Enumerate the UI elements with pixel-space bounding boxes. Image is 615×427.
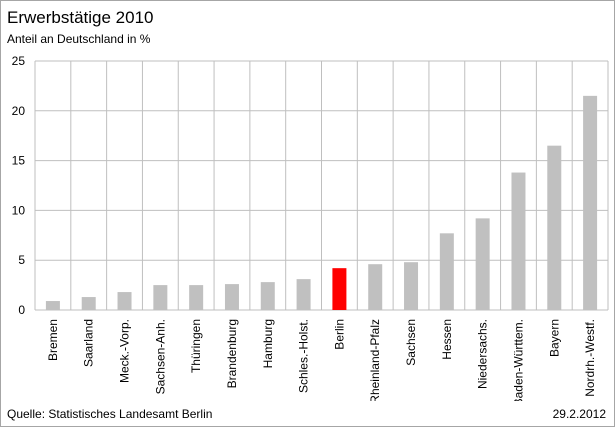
x-axis-labels: Bremen Saarland Meck.-Vorp. Sachsen-Anh. Thü… (46, 319, 597, 401)
y-tick-label: 0 (18, 303, 25, 317)
x-tick-label: Berlin (332, 319, 346, 350)
bar-sachsen-anh- (153, 285, 168, 310)
bar-sachsen (404, 262, 419, 310)
chart-title: Erwerbstätige 2010 (7, 8, 154, 27)
bars (45, 95, 598, 310)
x-tick-label: Sachsen-Anh. (153, 319, 167, 394)
chart-subtitle: Anteil an Deutschland in % (7, 32, 151, 46)
x-tick-label: Nordrh.-Westf. (583, 319, 597, 397)
bar-niedersachs- (475, 218, 490, 310)
x-tick-label: Schles.-Holst. (297, 319, 311, 393)
x-tick-label: Sachsen (404, 319, 418, 366)
y-axis-ticks: 0 5 10 15 20 25 (12, 54, 26, 317)
source-note: Quelle: Statistisches Landesamt Berlin (7, 407, 213, 421)
y-tick-label: 20 (12, 104, 26, 118)
y-tick-label: 5 (18, 253, 25, 267)
bar-brandenburg (224, 284, 239, 310)
bar-hamburg (260, 282, 275, 310)
x-tick-label: Thüringen (189, 319, 203, 373)
bar-th-ringen (189, 285, 204, 310)
y-tick-label: 25 (12, 54, 26, 68)
x-tick-label: Hessen (440, 319, 454, 360)
x-tick-label: Meck.-Vorp. (118, 319, 132, 383)
x-tick-label: Rheinland-Pfalz (368, 319, 382, 401)
bar-chart: 0 5 10 15 20 25 Bremen Saarland Meck.-Vorp. Sach… (12, 54, 609, 401)
bar-baden-w-rttem- (511, 172, 526, 310)
y-tick-label: 15 (12, 154, 26, 168)
x-tick-label: Bremen (46, 319, 60, 361)
bar-bremen (45, 301, 60, 310)
bar-meck-vorp- (117, 292, 132, 310)
x-tick-label: Niedersachs. (476, 319, 490, 389)
bar-hessen (439, 233, 454, 310)
x-tick-label: Saarland (82, 319, 96, 367)
x-tick-label: Bayern (547, 319, 561, 357)
x-tick-label: Baden-Württem. (511, 319, 525, 401)
bar-bayern (547, 145, 562, 310)
bar-schles-holst- (296, 279, 311, 310)
bar-saarland (81, 297, 96, 310)
publish-date: 29.2.2012 (552, 407, 606, 421)
x-tick-label: Hamburg (261, 319, 275, 368)
x-tick-label: Brandenburg (225, 319, 239, 388)
bar-berlin (332, 268, 347, 310)
y-tick-label: 10 (12, 203, 26, 217)
bar-rheinland-pfalz (368, 264, 383, 310)
bar-nordrh-westf- (583, 95, 598, 310)
